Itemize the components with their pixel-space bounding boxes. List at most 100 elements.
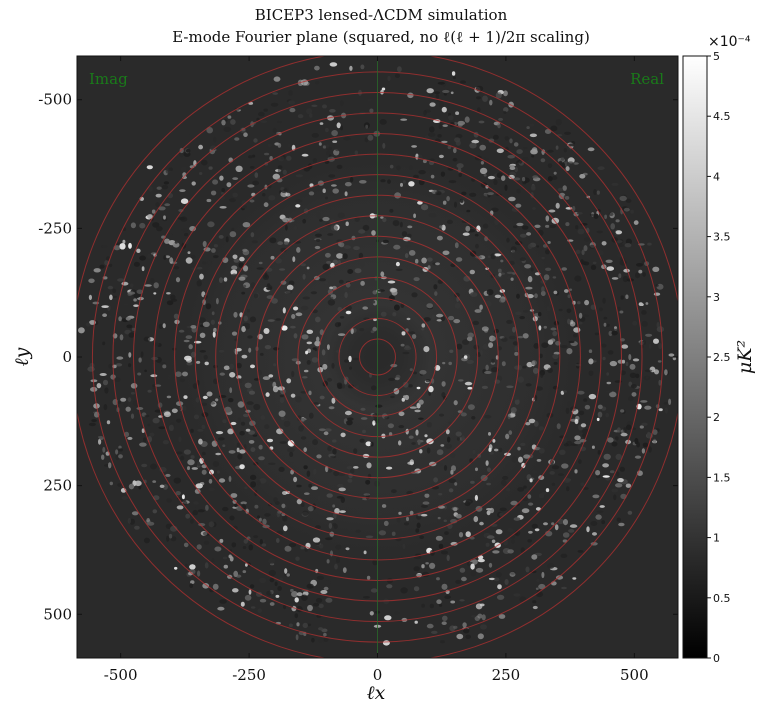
speckle-blob [485,542,490,547]
speckle-blob [611,182,619,186]
speckle-blob [568,143,575,147]
speckle-blob [232,177,239,181]
speckle-blob [180,455,185,461]
speckle-blob [347,384,355,389]
speckle-blob [151,209,156,214]
speckle-blob [389,208,394,213]
speckle-blob [308,390,312,396]
speckle-blob [139,442,147,447]
speckle-blob [656,321,660,328]
speckle-blob [409,331,416,335]
speckle-blob [101,244,108,249]
speckle-blob [150,277,155,284]
speckle-blob [136,289,143,295]
speckle-blob [359,328,365,332]
speckle-blob [521,462,526,469]
speckle-blob [291,303,298,307]
speckle-blob [467,386,473,390]
speckle-blob [241,291,246,295]
speckle-blob [325,127,329,133]
speckle-blob [322,216,330,222]
speckle-blob [599,307,603,312]
speckle-blob [236,442,240,448]
speckle-blob [577,228,585,235]
speckle-blob [289,107,296,113]
speckle-blob [646,431,651,439]
speckle-blob [302,510,309,516]
speckle-blob [341,384,345,389]
speckle-blob [152,509,158,514]
speckle-blob [481,385,488,389]
speckle-blob [420,513,428,517]
speckle-blob [429,158,435,162]
speckle-blob [608,330,613,337]
speckle-blob [411,145,417,148]
speckle-blob [404,245,412,248]
speckle-blob [527,539,532,543]
speckle-blob [414,555,422,560]
speckle-blob [318,627,323,631]
speckle-blob [269,237,277,244]
speckle-blob [249,199,255,203]
speckle-blob [99,373,107,376]
speckle-blob [563,519,568,526]
speckle-blob [211,311,215,316]
speckle-blob [601,241,607,246]
speckle-blob [190,580,195,584]
speckle-blob [196,280,202,287]
speckle-blob [369,108,374,113]
speckle-blob [470,563,475,570]
speckle-blob [319,278,326,282]
speckle-blob [591,445,595,449]
speckle-blob [602,463,609,468]
speckle-blob [653,338,659,344]
speckle-blob [133,304,139,308]
speckle-blob [199,350,206,353]
speckle-blob [391,489,397,494]
speckle-blob [298,425,304,432]
speckle-blob [297,114,304,119]
speckle-blob [379,119,387,125]
speckle-blob [183,395,188,399]
speckle-blob [505,433,510,440]
speckle-blob [448,421,452,425]
speckle-blob [257,515,260,519]
speckle-blob [346,420,353,426]
speckle-blob [639,425,644,429]
speckle-blob [177,217,186,220]
speckle-blob [430,174,435,179]
speckle-blob [164,238,170,244]
speckle-blob [316,454,322,459]
y-tick-label: -250 [38,219,72,237]
speckle-blob [394,73,400,79]
speckle-blob [467,332,474,339]
speckle-blob [403,395,407,398]
speckle-blob [458,173,462,177]
speckle-blob [311,133,319,138]
speckle-blob [360,260,365,268]
speckle-blob [413,174,419,179]
speckle-blob [375,404,383,408]
speckle-blob [396,516,401,523]
speckle-blob [479,304,483,310]
speckle-blob [348,355,352,363]
speckle-blob [527,275,533,283]
speckle-blob [425,562,429,565]
speckle-blob [387,75,391,82]
speckle-blob [488,432,491,436]
speckle-blob [413,213,416,219]
speckle-blob [241,200,247,206]
speckle-blob [547,163,553,169]
speckle-blob [248,155,253,159]
speckle-blob [225,236,229,243]
speckle-blob [201,159,208,166]
speckle-blob [175,371,182,378]
speckle-blob [456,633,464,640]
speckle-blob [315,81,320,85]
speckle-blob [433,284,438,290]
speckle-blob [175,491,181,496]
speckle-blob [202,451,206,456]
speckle-blob [331,130,338,137]
speckle-blob [458,532,464,538]
speckle-blob [288,280,295,286]
